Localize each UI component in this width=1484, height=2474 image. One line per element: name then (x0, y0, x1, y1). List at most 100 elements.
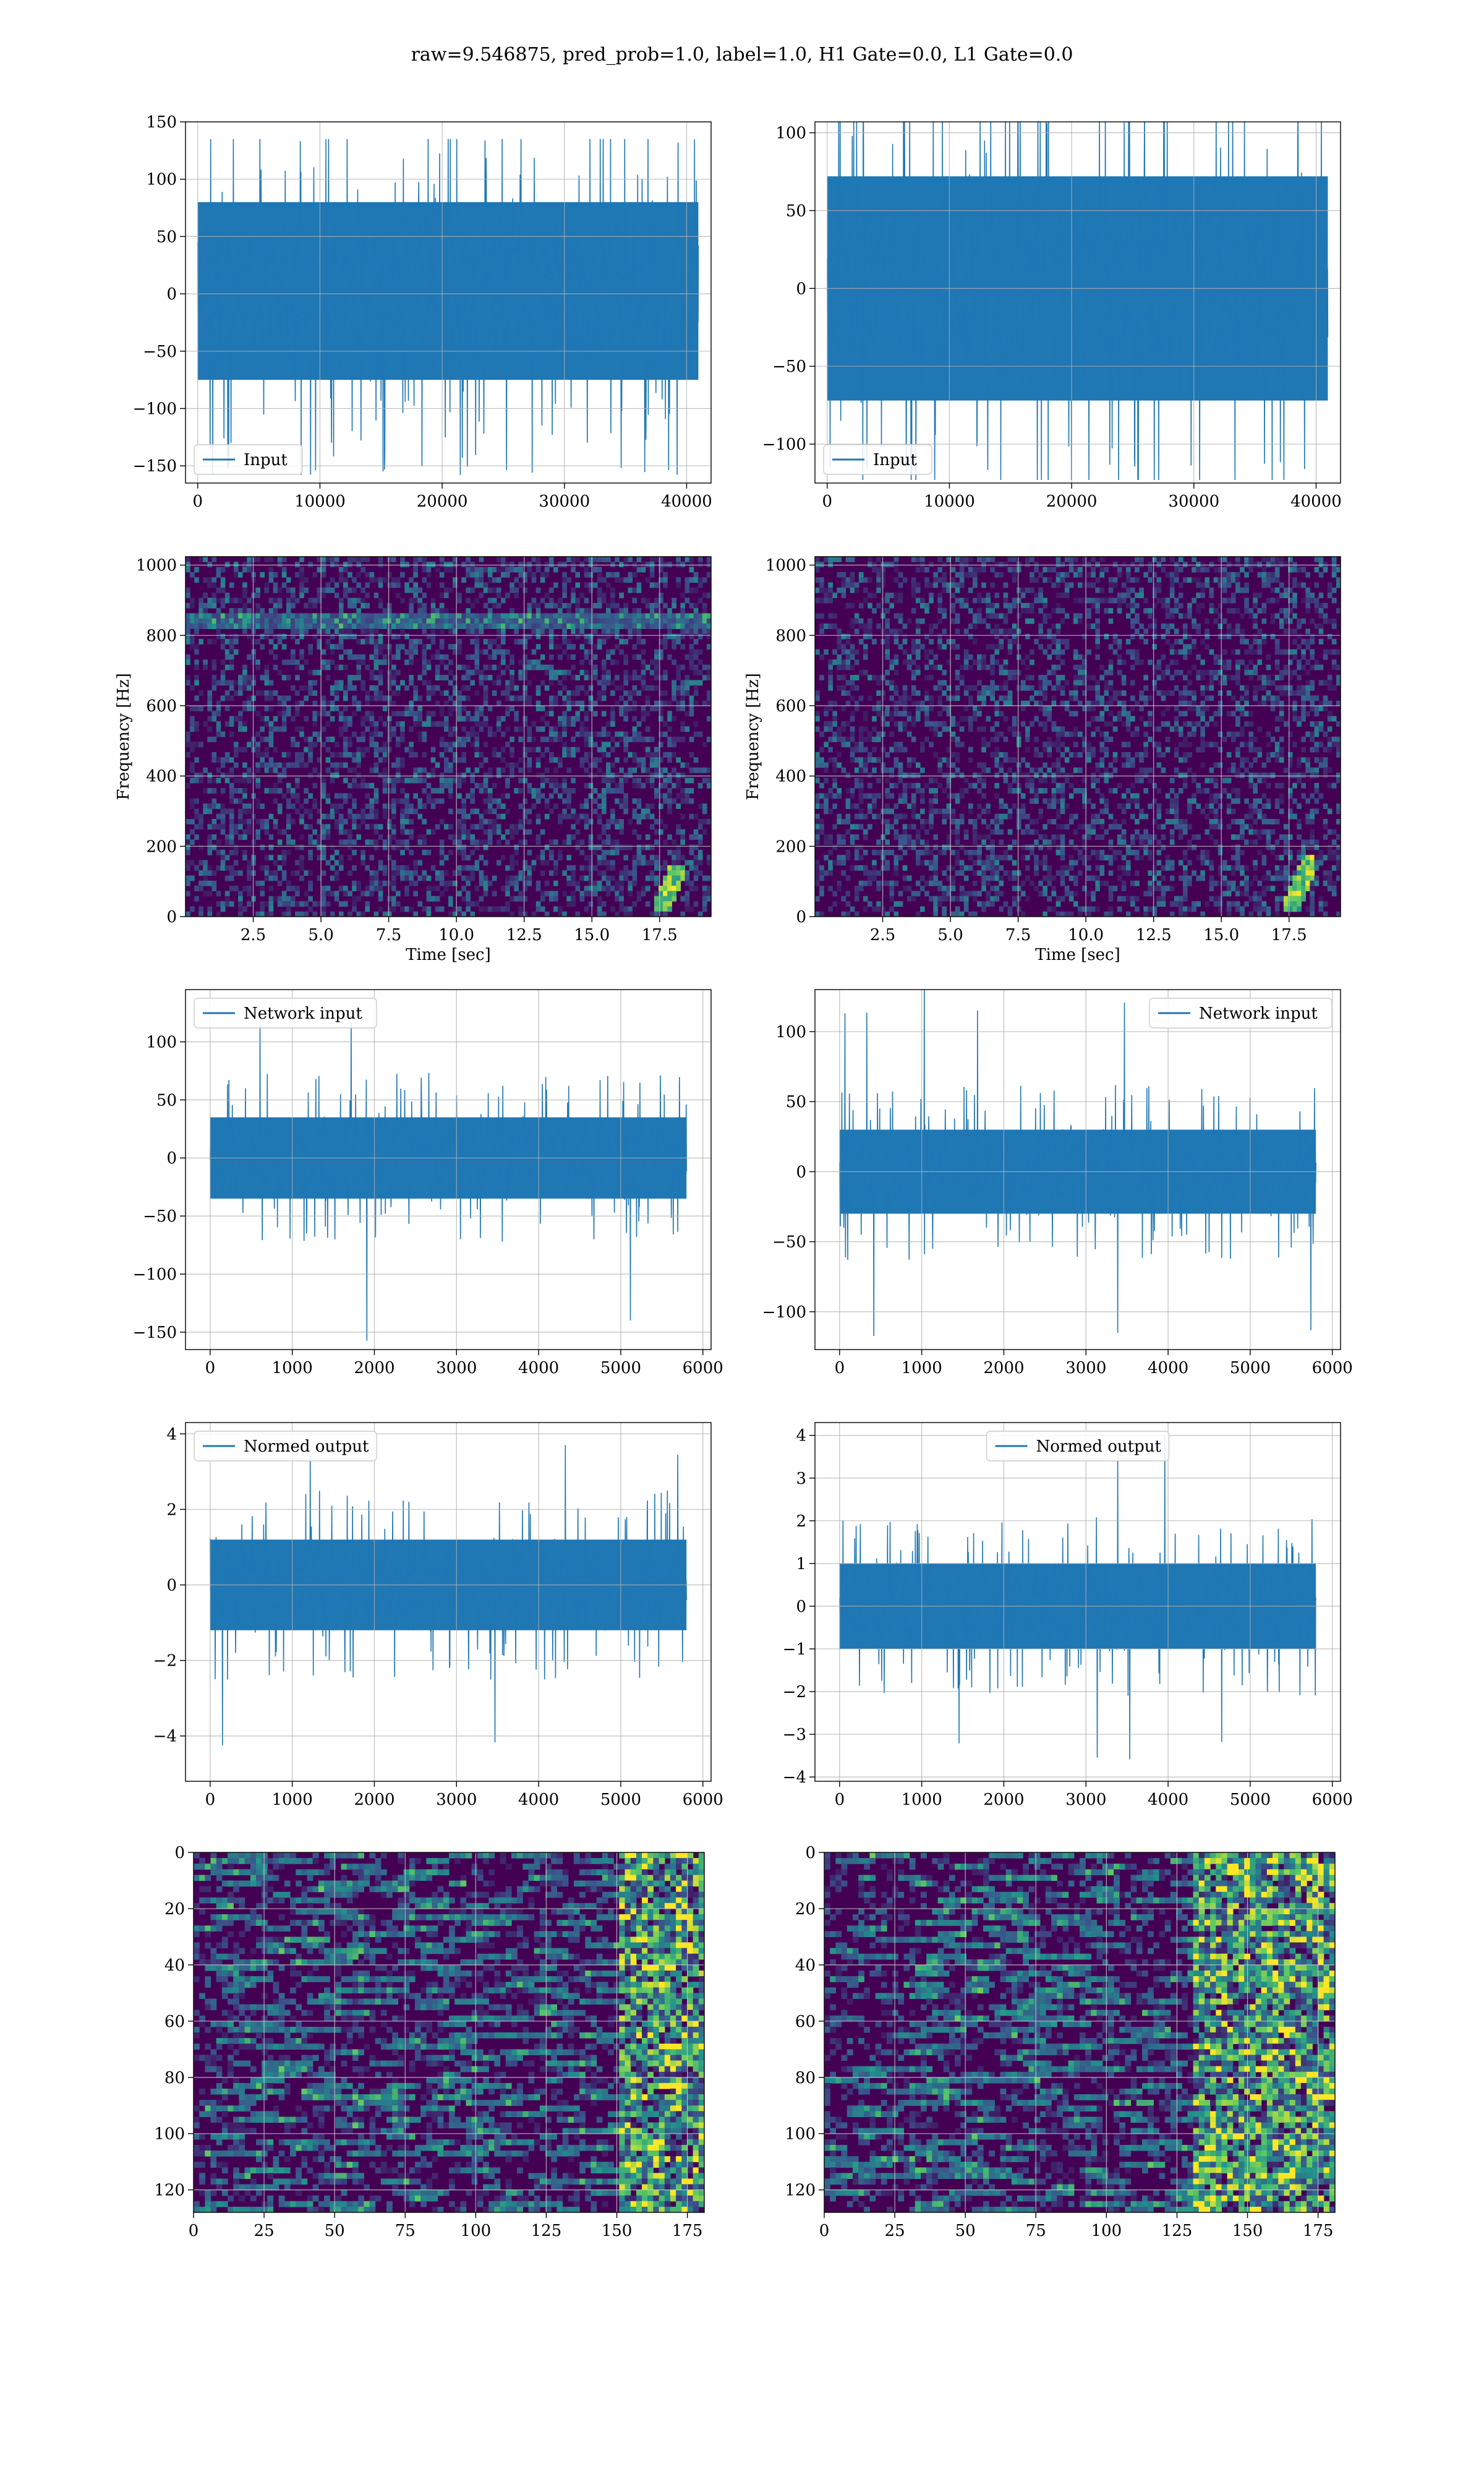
heatmap-cell (430, 767, 436, 773)
heatmap-cell (430, 562, 436, 568)
heatmap-cell (819, 870, 824, 876)
heatmap-cell (898, 695, 903, 701)
heatmap-cell (487, 839, 493, 845)
heatmap-cell (881, 567, 885, 573)
heatmap-cell (544, 562, 550, 568)
heatmap-cell (194, 577, 199, 583)
heatmap-cell (937, 901, 942, 907)
heatmap-cell (663, 633, 668, 640)
heatmap-cell (514, 829, 519, 835)
heatmap-cell (268, 608, 274, 614)
heatmap-cell (378, 773, 383, 779)
heatmap-cell (615, 628, 620, 635)
heatmap-cell (968, 633, 973, 640)
heatmap-cell (667, 906, 672, 912)
heatmap-cell (260, 608, 265, 614)
heatmap-cell (308, 839, 313, 845)
heatmap-cell (566, 875, 571, 881)
heatmap-cell (959, 891, 965, 897)
heatmap-cell (352, 886, 357, 891)
heatmap-cell (242, 587, 247, 593)
heatmap-cell (242, 675, 247, 681)
heatmap-cell (194, 808, 199, 815)
heatmap-cell (672, 618, 676, 624)
heatmap-cell (273, 618, 278, 624)
heatmap-cell (606, 860, 611, 866)
heatmap-cell (933, 901, 938, 907)
heatmap-cell (885, 618, 890, 624)
heatmap-cell (238, 788, 243, 794)
heatmap-cell (268, 577, 274, 583)
heatmap-cell (615, 782, 620, 789)
heatmap-cell (659, 767, 663, 773)
heatmap-cell (448, 834, 453, 840)
heatmap-cell (299, 875, 304, 881)
heatmap-cell (885, 808, 890, 815)
heatmap-cell (501, 757, 506, 763)
heatmap-cell (409, 706, 414, 711)
heatmap-cell (352, 751, 357, 758)
heatmap-cell (902, 685, 908, 691)
heatmap-cell (977, 891, 982, 897)
heatmap-cell (619, 649, 624, 655)
heatmap-cell (435, 788, 440, 794)
heatmap-cell (216, 618, 221, 624)
heatmap-cell (942, 644, 947, 650)
heatmap-cell (601, 664, 607, 670)
heatmap-cell (443, 757, 449, 763)
heatmap-cell (872, 860, 877, 866)
heatmap-cell (264, 633, 270, 640)
heatmap-cell (535, 813, 541, 820)
heatmap-cell (619, 829, 624, 835)
heatmap-cell (510, 751, 514, 758)
heatmap-cell (291, 896, 296, 902)
heatmap-cell (360, 654, 365, 660)
heatmap-cell (321, 886, 326, 891)
heatmap-cell (527, 782, 532, 789)
heatmap-cell (606, 680, 611, 686)
heatmap-cell (680, 798, 686, 804)
heatmap-cell (544, 844, 550, 850)
heatmap-cell (496, 813, 501, 820)
heatmap-cell (470, 618, 475, 624)
heatmap-cell (702, 623, 707, 629)
heatmap-cell (317, 757, 322, 763)
heatmap-cell (190, 602, 195, 609)
heatmap-cell (898, 767, 903, 773)
heatmap-cell (981, 567, 986, 573)
heatmap-cell (273, 896, 278, 902)
heatmap-cell (566, 793, 571, 799)
heatmap-cell (291, 886, 296, 891)
heatmap-cell (220, 582, 226, 588)
heatmap-cell (426, 623, 432, 629)
heatmap-cell (553, 891, 558, 897)
heatmap-cell (443, 716, 449, 722)
heatmap-cell (854, 613, 859, 619)
heatmap-cell (702, 901, 707, 907)
heatmap-cell (636, 731, 642, 737)
heatmap-cell (409, 834, 414, 840)
heatmap-cell (676, 582, 681, 588)
heatmap-cell (601, 875, 607, 881)
heatmap-cell (588, 557, 594, 562)
heatmap-cell (963, 875, 969, 881)
heatmap-cell (868, 628, 872, 635)
heatmap-cell (373, 721, 379, 727)
heatmap-cell (286, 901, 291, 907)
heatmap-cell (360, 618, 365, 624)
heatmap-cell (404, 875, 409, 881)
heatmap-cell (268, 906, 274, 912)
heatmap-cell (304, 577, 309, 583)
heatmap-cell (247, 773, 252, 779)
heatmap-cell (190, 798, 195, 804)
heatmap-cell (352, 695, 357, 701)
heatmap-cell (706, 593, 711, 599)
heatmap-cell (684, 618, 690, 624)
heatmap-cell (233, 639, 239, 644)
heatmap-cell (693, 623, 699, 629)
heatmap-cell (636, 757, 642, 763)
heatmap-cell (373, 649, 379, 655)
heatmap-cell (514, 875, 519, 881)
heatmap-cell (242, 777, 247, 784)
heatmap-cell (955, 767, 960, 773)
